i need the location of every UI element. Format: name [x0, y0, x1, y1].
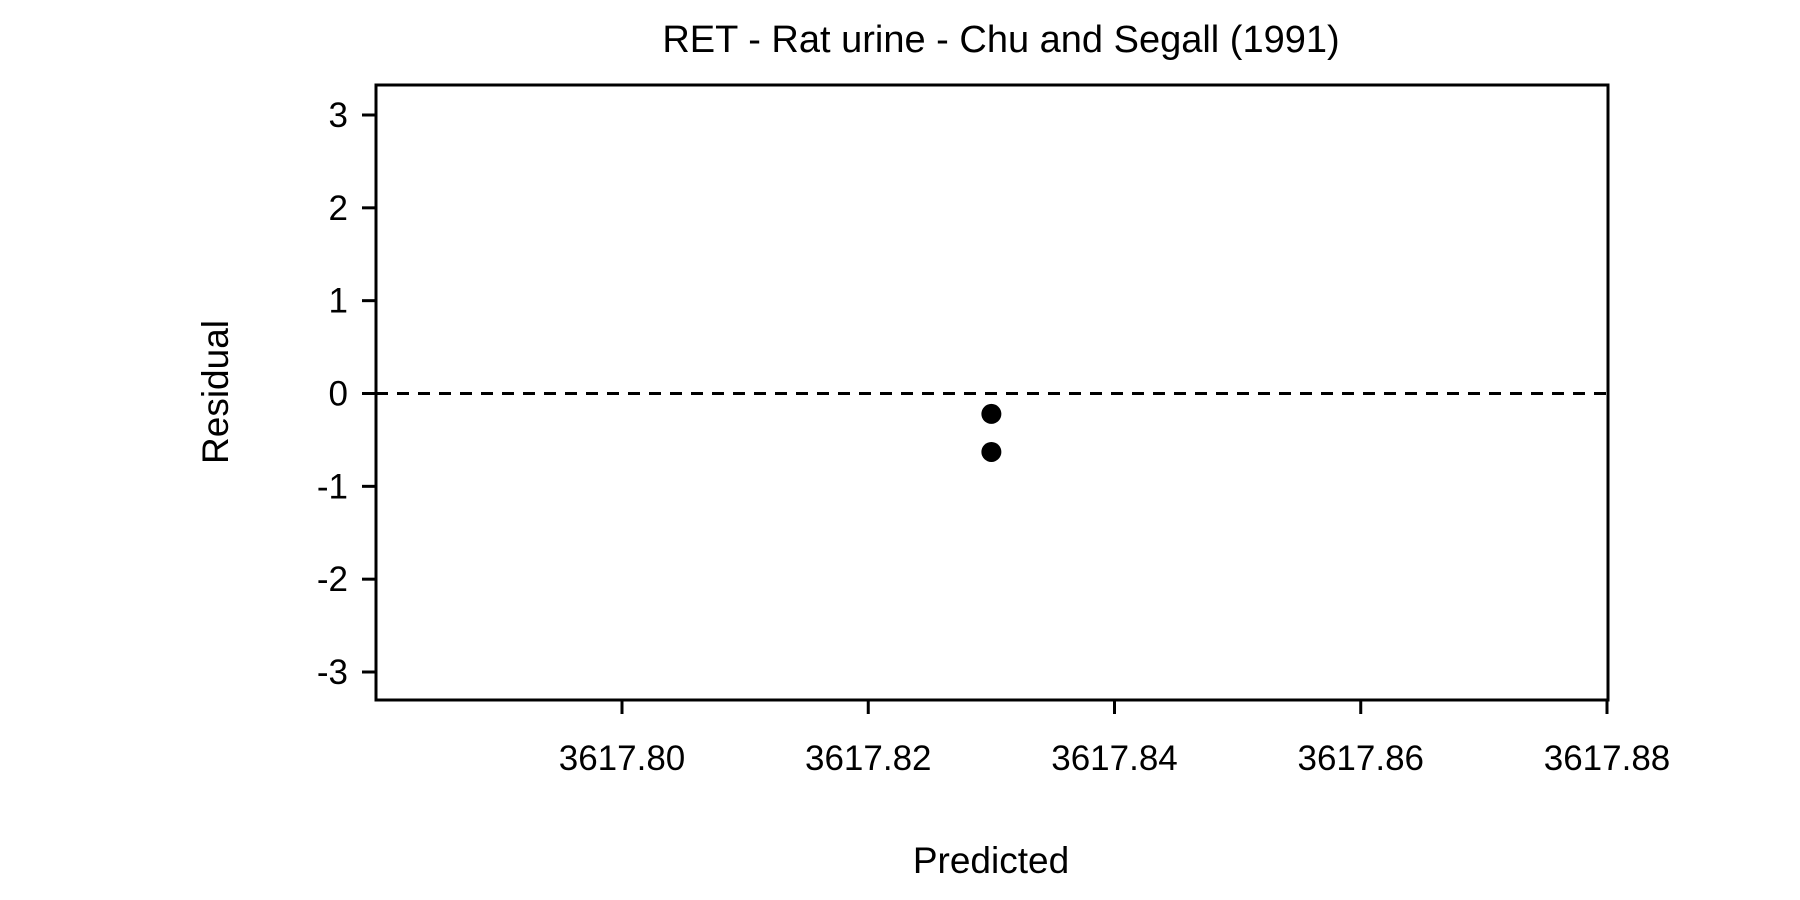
y-axis-label: Residual [195, 320, 236, 464]
data-point [981, 403, 1002, 424]
x-tick-label: 3617.86 [1297, 739, 1424, 778]
data-point [981, 441, 1002, 462]
y-tick-label: 3 [329, 96, 348, 135]
y-tick-label: -2 [317, 560, 348, 599]
chart-title: RET - Rat urine - Chu and Segall (1991) [662, 19, 1339, 61]
x-tick-label: 3617.80 [559, 739, 686, 778]
y-tick-label: -3 [317, 653, 348, 692]
x-tick-label: 3617.88 [1544, 739, 1671, 778]
y-tick-label: 2 [329, 189, 348, 228]
y-tick-label: 0 [329, 375, 348, 414]
x-axis: 3617.80 3617.82 3617.84 3617.86 3617.88 [559, 700, 1671, 778]
x-axis-label: Predicted [913, 840, 1069, 881]
y-tick-label: -1 [317, 467, 348, 506]
x-tick-label: 3617.84 [1051, 739, 1178, 778]
y-tick-label: 1 [329, 282, 348, 321]
y-axis: 3 2 1 0 -1 -2 -3 [317, 96, 376, 692]
x-tick-label: 3617.82 [805, 739, 932, 778]
data-points [981, 403, 1002, 462]
